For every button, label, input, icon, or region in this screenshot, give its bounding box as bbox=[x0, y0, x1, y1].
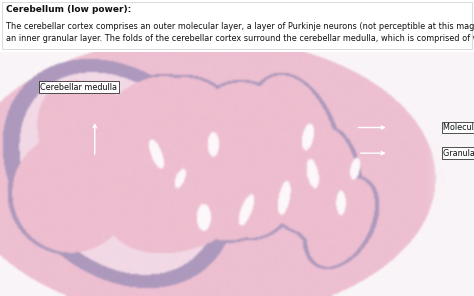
FancyBboxPatch shape bbox=[2, 1, 472, 49]
Text: Cerebellum (low power):: Cerebellum (low power): bbox=[6, 5, 131, 14]
Text: Molecular layer: Molecular layer bbox=[443, 123, 474, 132]
Text: The cerebellar cortex comprises an outer molecular layer, a layer of Purkinje ne: The cerebellar cortex comprises an outer… bbox=[6, 22, 474, 43]
Text: Granular layer: Granular layer bbox=[443, 149, 474, 158]
Text: Cerebellar medulla: Cerebellar medulla bbox=[40, 83, 117, 92]
